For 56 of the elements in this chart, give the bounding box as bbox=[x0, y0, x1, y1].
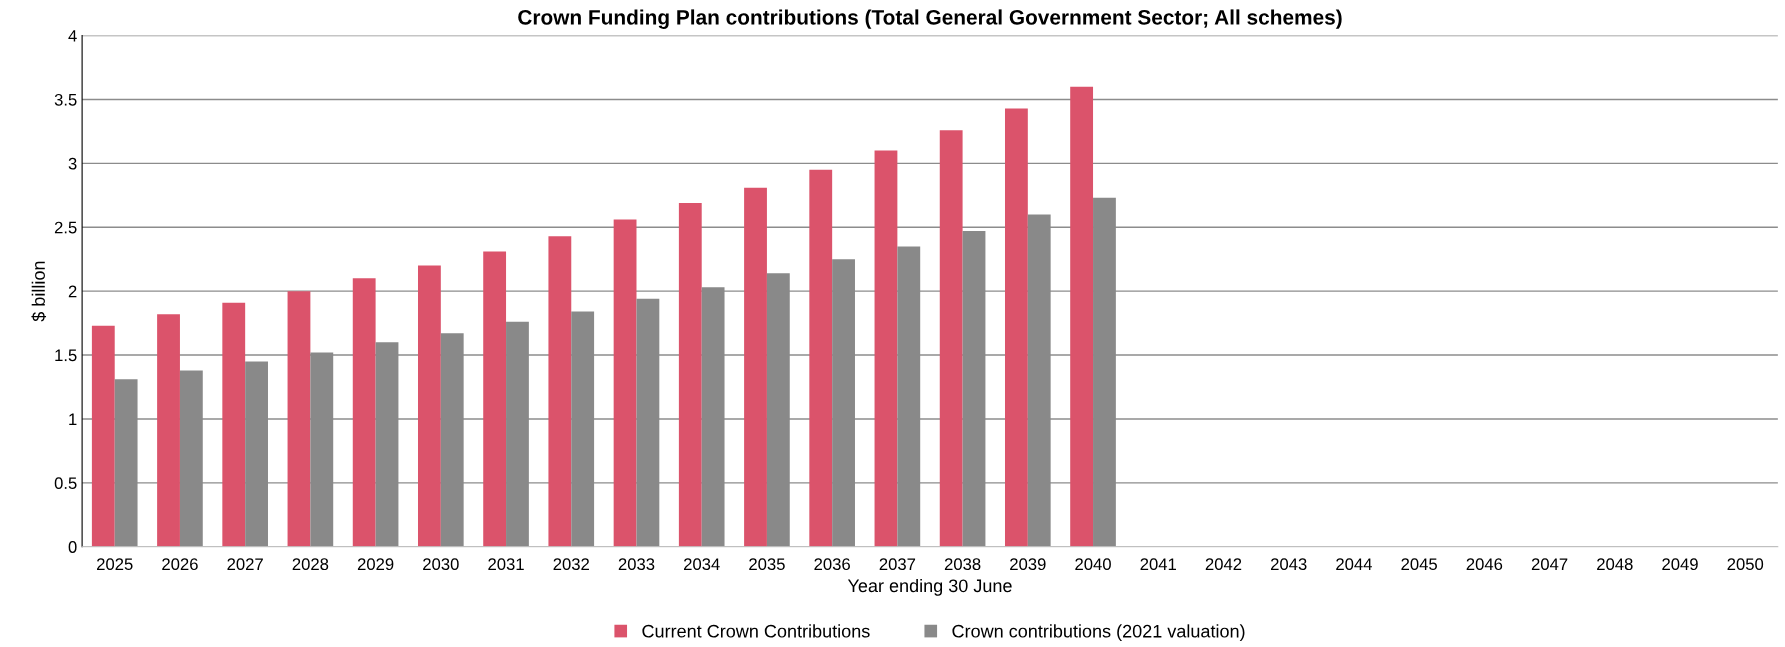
x-tick-label: 2042 bbox=[1205, 558, 1242, 571]
x-tick-label: 2032 bbox=[553, 558, 589, 571]
y-tick-label: 3.5 bbox=[54, 93, 77, 106]
x-tick-label: 2050 bbox=[1727, 558, 1764, 571]
bar bbox=[352, 278, 376, 547]
x-tick-label: 2031 bbox=[488, 558, 524, 571]
legend-label: Current Crown Contributions bbox=[642, 624, 870, 638]
bar bbox=[418, 265, 441, 547]
legend-label: Crown contributions (2021 valuation) bbox=[952, 624, 1245, 642]
x-tick-label: 2029 bbox=[357, 558, 394, 571]
x-axis-title: Year ending 30 June bbox=[847, 578, 1012, 596]
y-tick-label: 0.5 bbox=[54, 477, 77, 490]
x-tick-label: 2048 bbox=[1597, 558, 1633, 571]
x-tick-label: 2036 bbox=[814, 558, 850, 571]
bar bbox=[678, 202, 702, 547]
x-tick-label: 2045 bbox=[1401, 558, 1437, 571]
x-tick-label: 2040 bbox=[1075, 558, 1111, 571]
y-axis-title: $ billion bbox=[31, 261, 47, 322]
x-tick-label: 2039 bbox=[1010, 558, 1046, 571]
x-tick-label: 2043 bbox=[1271, 558, 1307, 571]
x-tick-label: 2041 bbox=[1140, 558, 1176, 571]
y-tick-label: 1.5 bbox=[55, 349, 77, 362]
bar bbox=[287, 291, 311, 547]
x-tick-label: 2033 bbox=[618, 558, 655, 571]
x-tick-label: 2038 bbox=[944, 558, 981, 571]
bar bbox=[809, 169, 833, 547]
bar bbox=[157, 314, 180, 547]
bar bbox=[548, 236, 572, 547]
bar bbox=[91, 325, 115, 547]
x-tick-label: 2030 bbox=[423, 558, 459, 571]
x-tick-label: 2028 bbox=[292, 558, 329, 571]
bar bbox=[222, 302, 246, 547]
x-tick-label: 2047 bbox=[1531, 558, 1568, 571]
bar bbox=[874, 150, 898, 547]
bar bbox=[744, 187, 767, 547]
bar bbox=[483, 251, 507, 547]
x-tick-label: 2025 bbox=[97, 558, 133, 571]
x-tick-label: 2034 bbox=[684, 558, 720, 571]
x-tick-label: 2026 bbox=[162, 558, 198, 571]
y-tick-label: 1 bbox=[69, 413, 77, 425]
chart-title: Crown Funding Plan contributions (Total General Government Sector; All schemes) bbox=[518, 9, 1342, 29]
x-tick-label: 2037 bbox=[879, 558, 916, 571]
x-tick-label: 2046 bbox=[1466, 558, 1503, 571]
y-tick-label: 3 bbox=[68, 157, 77, 170]
bar bbox=[1070, 86, 1094, 547]
bar bbox=[613, 219, 637, 547]
x-tick-label: 2035 bbox=[749, 558, 785, 571]
x-tick-label: 2027 bbox=[227, 558, 263, 571]
y-tick-label: 2.5 bbox=[54, 221, 77, 234]
y-tick-label: 4 bbox=[68, 30, 77, 42]
bar bbox=[939, 130, 963, 547]
x-tick-label: 2044 bbox=[1336, 558, 1372, 571]
x-tick-label: 2049 bbox=[1662, 558, 1698, 571]
bar bbox=[1004, 108, 1028, 547]
y-tick-label: 2 bbox=[68, 285, 77, 298]
y-tick-label: 0 bbox=[68, 541, 77, 553]
